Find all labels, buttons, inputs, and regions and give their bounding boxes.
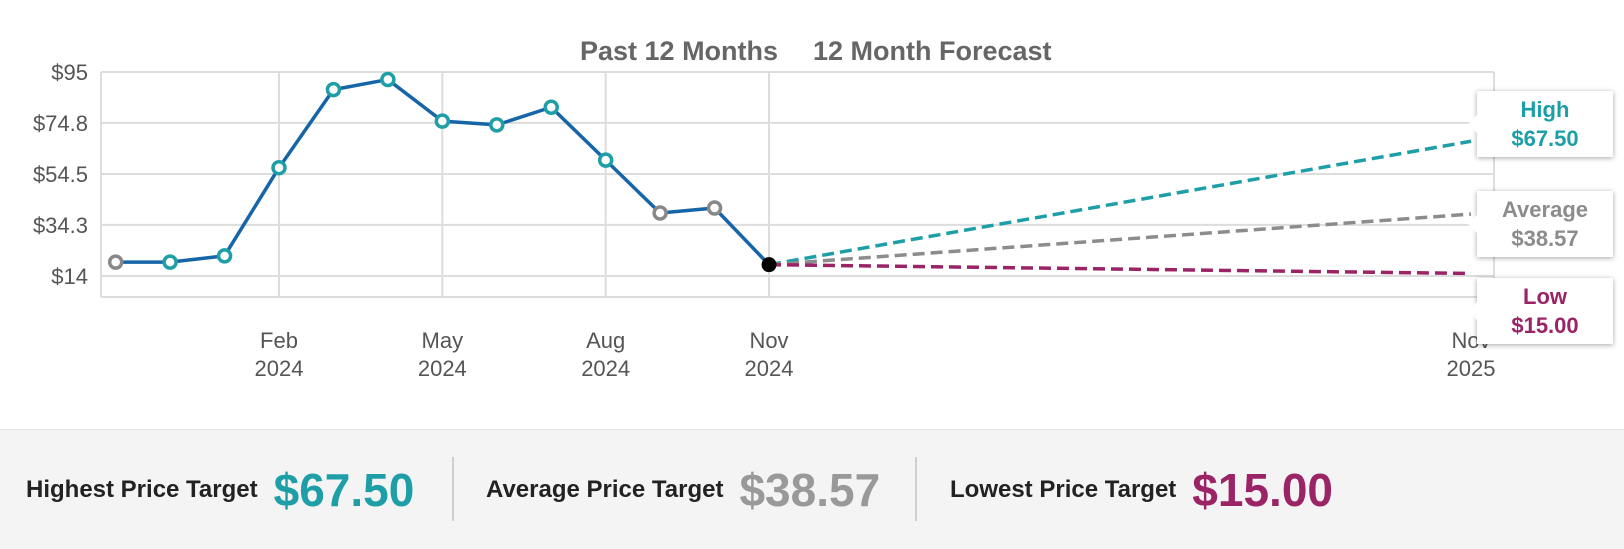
highest-target-value: $67.50 <box>273 463 415 516</box>
forecast-line-high <box>768 139 1472 267</box>
average-target: Average Price Target $38.57 <box>486 430 880 549</box>
price-target-summary: Highest Price Target $67.50 Average Pric… <box>0 429 1624 549</box>
history-point <box>107 254 124 270</box>
average-target-label: Average Price Target <box>486 475 724 503</box>
x-tick-month: Aug <box>586 328 625 353</box>
history-point <box>325 81 342 98</box>
forecast-high-callout: High $67.50 <box>1468 91 1613 157</box>
x-tick-year: 2024 <box>581 356 630 381</box>
y-tick-label: $95 <box>51 60 88 85</box>
forecast-line-low <box>768 262 1472 276</box>
x-tick-year: 2024 <box>255 356 304 381</box>
forecast-average-value: $38.57 <box>1511 226 1579 251</box>
history-point <box>434 113 451 129</box>
current-price-point <box>761 257 777 273</box>
forecast-low-value: $15.00 <box>1511 313 1579 338</box>
divider <box>452 457 454 521</box>
x-tick-year: 2024 <box>745 356 794 381</box>
divider <box>915 457 917 521</box>
average-target-value: $38.57 <box>739 463 881 516</box>
price-target-chart: $95 $74.8 $54.5 $34.3 $14 Feb 2024 May 2024 Aug 2… <box>33 36 1496 381</box>
highest-target-label: Highest Price Target <box>26 475 258 503</box>
history-series <box>107 71 777 273</box>
history-point <box>489 117 505 133</box>
forecast-average-callout: Average $38.57 <box>1468 191 1613 257</box>
history-point <box>380 71 396 88</box>
history-point <box>706 200 723 216</box>
history-point <box>652 205 668 221</box>
history-point <box>162 254 178 270</box>
y-tick-label: $74.8 <box>33 111 88 136</box>
forecast-average-name: Average <box>1501 197 1588 222</box>
chart-grid <box>100 71 1495 298</box>
y-tick-label: $34.3 <box>33 213 88 238</box>
y-axis: $95 $74.8 $54.5 $34.3 $14 <box>33 60 88 289</box>
x-tick-month: May <box>422 328 464 353</box>
forecast-high-name: High <box>1520 97 1570 122</box>
lowest-target-label: Lowest Price Target <box>950 475 1177 503</box>
history-point <box>597 152 614 168</box>
forecast-low-callout: Low $15.00 <box>1468 278 1613 344</box>
highest-target: Highest Price Target $67.50 <box>26 430 414 549</box>
x-tick-year: 2024 <box>418 356 467 381</box>
forecast-lines <box>768 139 1472 276</box>
forecast-high-value: $67.50 <box>1511 126 1579 151</box>
x-tick-month: Feb <box>260 328 298 353</box>
history-point <box>216 248 233 264</box>
history-point <box>543 99 559 116</box>
history-point <box>271 159 287 176</box>
x-tick-month: Nov <box>749 328 788 353</box>
heading-past: Past 12 Months <box>580 36 778 66</box>
heading-forecast: 12 Month Forecast <box>813 36 1052 66</box>
forecast-line-average <box>768 212 1472 267</box>
x-tick-year: 2025 <box>1447 356 1496 381</box>
forecast-low-name: Low <box>1523 284 1567 309</box>
y-tick-label: $14 <box>51 264 88 289</box>
y-tick-label: $54.5 <box>33 162 88 187</box>
lowest-target-value: $15.00 <box>1192 463 1333 516</box>
lowest-target: Lowest Price Target $15.00 <box>950 430 1333 549</box>
